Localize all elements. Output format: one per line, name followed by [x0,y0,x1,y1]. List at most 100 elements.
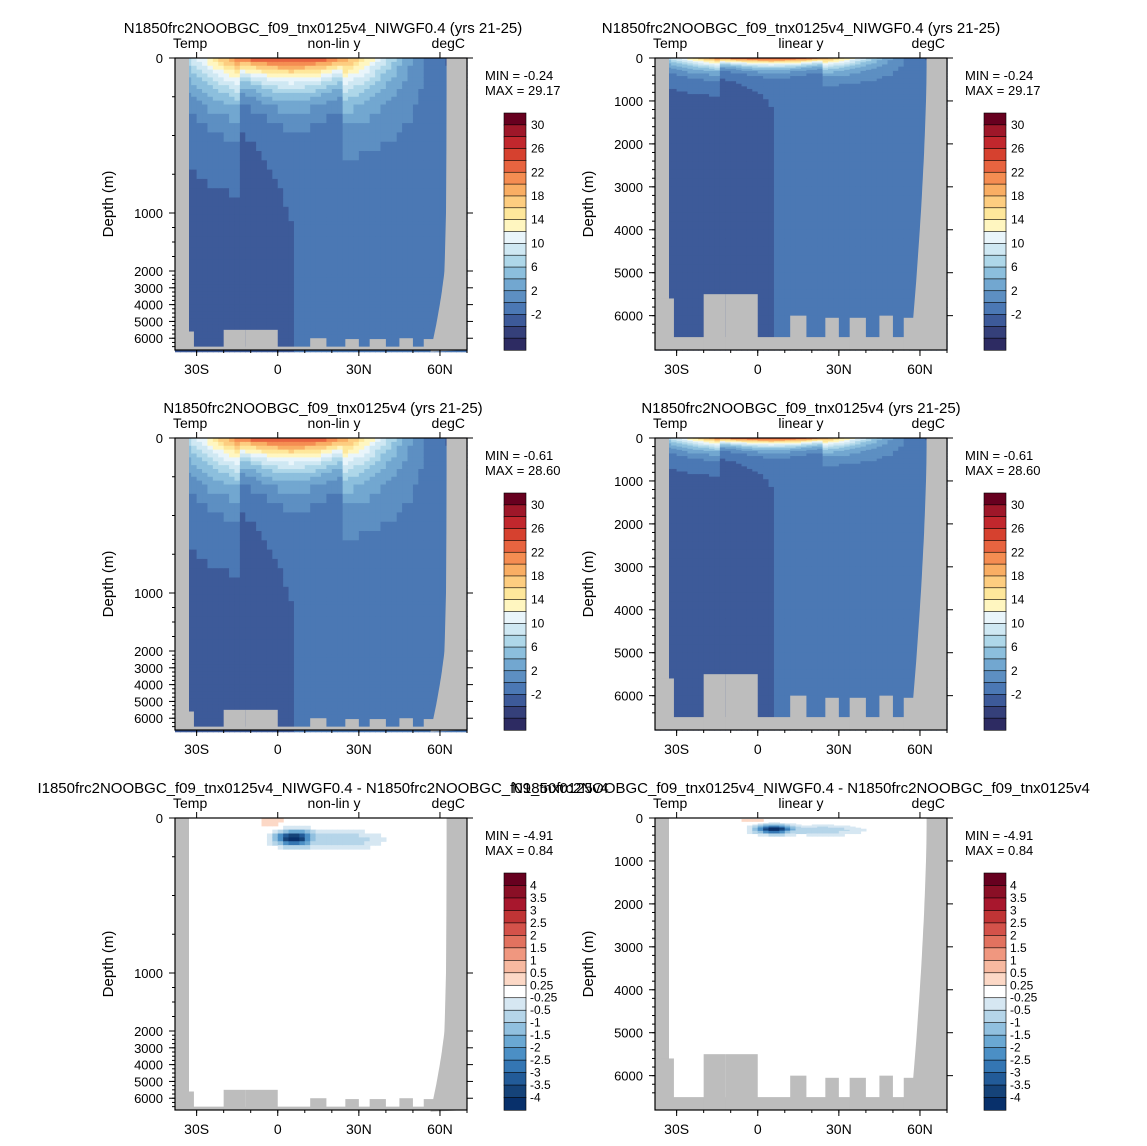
colorbar-box [983,634,1007,648]
x-tick-label: 0 [754,1121,762,1137]
seamount-8 [903,317,915,350]
colorbar-box [983,1072,1007,1086]
y-axis-label: Depth (m) [580,171,597,238]
colorbar-box [983,231,1007,244]
colorbar-label: 2 [1011,284,1018,298]
land-south [175,438,189,730]
colorbar-label: 2 [530,928,537,942]
colorbar-box [983,587,1007,601]
y-tick-label: 4000 [614,983,643,998]
seamount-4 [310,1098,327,1110]
colorbar-box [503,492,527,506]
units-label: degC [432,795,465,811]
y-tick-label: 5000 [134,694,163,709]
seamount-1 [180,331,194,350]
y-tick-label: 6000 [134,331,163,346]
colorbar-box [983,254,1007,268]
colorbar-box [503,516,527,530]
x-tick-label: 30N [826,1121,852,1137]
panel-3: N1850frc2NOOBGC_f09_tnx0125v4 (yrs 21-25… [100,400,561,757]
y-axis-label: Depth (m) [100,551,117,618]
yscale-label: non-lin y [308,415,361,431]
seamount-6 [369,1099,386,1110]
seamount-7 [879,695,893,730]
x-tick-label: 30S [184,361,209,377]
y-tick-label: 0 [156,811,163,826]
continental-slope [910,438,947,730]
seamount-3 [245,329,278,350]
seamount-6 [369,339,386,350]
colorbar-label: 2 [531,664,538,678]
plot-frame [174,817,468,1111]
colorbar-label: 26 [531,142,545,156]
seamount-5 [825,317,839,350]
colorbar-label: 22 [1011,165,1025,179]
colorbar-box [983,528,1007,541]
seamount-5 [345,339,359,350]
y-tick-label: 5000 [134,1074,163,1089]
colorbar-label: 0.25 [1010,978,1034,992]
max-label: MAX = 0.84 [965,843,1033,858]
y-tick-label: 2000 [614,897,643,912]
colorbar-box [503,207,527,221]
colorbar-label: 1.5 [530,941,547,955]
seamount-2 [223,329,246,350]
yscale-label: linear y [778,795,823,811]
colorbar-box [503,540,527,553]
colorbar-label: 10 [1011,236,1025,250]
colorbar-box [503,551,527,565]
seamount-5 [825,697,839,730]
seamount-6 [849,697,866,730]
y-tick-label: 2000 [134,644,163,659]
colorbar-box [983,540,1007,553]
colorbar-box [503,575,527,589]
seamount-2 [223,709,246,730]
y-tick-label: 2000 [614,137,643,152]
colorbar-label: 10 [1011,616,1025,630]
variable-label: Temp [173,415,207,431]
colorbar-label: -3.5 [530,1078,551,1092]
colorbar-label: 2.5 [1010,916,1027,930]
colorbar-box [503,1059,527,1074]
variable-label: Temp [653,415,687,431]
continental-slope [910,818,947,1110]
x-tick-label: 30S [184,741,209,757]
seamount-4 [790,1075,807,1110]
colorbar-label: 14 [531,213,545,227]
colorbar-box [503,1022,527,1036]
y-tick-label: 4000 [614,603,643,618]
colorbar-label: 2 [531,284,538,298]
y-tick-label: 5000 [614,646,643,661]
colorbar-box [983,136,1007,150]
colorbar-box [983,219,1007,233]
seamount-7 [399,338,413,350]
x-tick-label: 30N [826,361,852,377]
colorbar-box [503,717,527,731]
panel-title: I1850frc2NOOBGC_f09_tnx0125v4_NIWGF0.4 -… [37,780,608,797]
colorbar-label: 26 [531,522,545,536]
seamount-3 [245,1089,278,1110]
min-label: MIN = -0.61 [485,448,553,463]
x-tick-label: 30N [346,361,372,377]
land-south [175,58,189,350]
colorbar-label: 3 [530,903,537,917]
land-south [655,818,669,1110]
seamount-8 [903,697,915,730]
colorbar-box [503,266,527,280]
colorbar-label: 6 [531,640,538,654]
y-tick-label: 6000 [614,309,643,324]
colorbar-box [503,1009,527,1024]
colorbar-label: -2 [1011,307,1022,321]
colorbar-label: 14 [1011,593,1025,607]
colorbar-label: 6 [531,260,538,274]
y-tick-label: 1000 [614,94,643,109]
land-south [655,438,669,730]
units-label: degC [912,795,945,811]
colorbar-box [503,646,527,660]
colorbar-box [983,337,1007,351]
plot-background [655,818,947,1110]
y-tick-label: 5000 [614,266,643,281]
field [175,438,468,733]
seamount-5 [345,1099,359,1110]
seamount-3 [245,709,278,730]
